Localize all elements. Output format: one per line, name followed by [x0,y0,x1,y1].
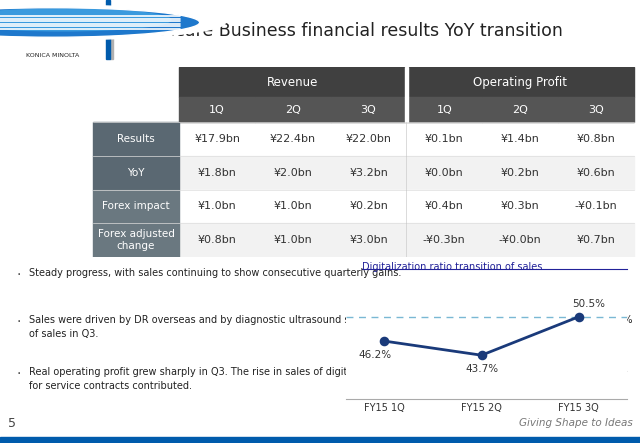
Bar [106,0,110,59]
Bar [558,97,634,122]
Bar [93,223,179,257]
Bar [406,67,634,97]
Circle shape [0,8,203,38]
Text: ¥1.0bn: ¥1.0bn [273,202,312,211]
Text: ¥1.0bn: ¥1.0bn [273,235,312,245]
Text: Revenue: Revenue [267,75,319,89]
Text: ¥0.1bn: ¥0.1bn [425,134,463,144]
Bar [93,156,179,190]
Bar [110,27,113,59]
Text: KONICA MINOLTA: KONICA MINOLTA [26,53,79,58]
Text: ¥0.8bn: ¥0.8bn [576,134,615,144]
Text: 2Q: 2Q [285,105,301,115]
Bar [93,122,179,156]
Text: ¥1.4bn: ¥1.4bn [500,134,540,144]
Text: ·: · [16,367,20,381]
Text: 46.2%: 46.2% [358,350,391,360]
Bar [405,67,408,97]
Bar [179,223,634,257]
Text: Steady progress, with sales continuing to show consecutive quarterly gains.: Steady progress, with sales continuing t… [29,268,401,278]
Bar [93,190,179,223]
Text: ¥0.0bn: ¥0.0bn [425,168,463,178]
Bar [405,97,408,122]
Text: ¥0.2bn: ¥0.2bn [500,168,540,178]
Circle shape [0,7,206,38]
Text: 1Q: 1Q [436,105,452,115]
Text: -¥0.1bn: -¥0.1bn [574,202,617,211]
Bar [331,97,406,122]
Text: ¥3.2bn: ¥3.2bn [349,168,388,178]
Text: Digitalization ratio transition of sales: Digitalization ratio transition of sales [362,261,542,272]
Text: 3Q: 3Q [588,105,604,115]
Bar [179,156,634,190]
Text: Forex impact: Forex impact [102,202,170,211]
Circle shape [0,8,193,37]
Circle shape [0,9,171,31]
Text: ·: · [16,315,20,329]
Circle shape [0,8,199,37]
Text: ¥2.0bn: ¥2.0bn [273,168,312,178]
Bar [482,97,558,122]
Text: ¥0.6bn: ¥0.6bn [577,168,615,178]
Point [573,313,584,320]
Circle shape [0,8,201,37]
Text: ¥22.4bn: ¥22.4bn [269,134,316,144]
Text: Sales were driven by DR overseas and by diagnostic ultrasound systems in Japan, : Sales were driven by DR overseas and by … [29,315,632,338]
Text: ¥0.8bn: ¥0.8bn [198,235,237,245]
Text: ¥0.3bn: ¥0.3bn [500,202,540,211]
Bar [255,97,331,122]
Text: Giving Shape to Ideas: Giving Shape to Ideas [518,418,632,428]
Text: 5: 5 [8,416,15,430]
Text: 3Q: 3Q [361,105,376,115]
Bar [179,190,634,223]
Text: ¥1.0bn: ¥1.0bn [198,202,236,211]
Wedge shape [0,5,225,40]
Text: Operating Profit: Operating Profit [473,75,567,89]
Text: 1Q: 1Q [209,105,225,115]
Text: Real operating profit grew sharply in Q3. The rise in sales of digital products : Real operating profit grew sharply in Q3… [29,367,627,391]
Text: ¥0.7bn: ¥0.7bn [576,235,615,245]
Text: ¥0.4bn: ¥0.4bn [425,202,464,211]
Text: YoY: YoY [127,168,145,178]
Bar [179,122,634,156]
Text: 50.5%: 50.5% [572,299,605,309]
Text: Results: Results [117,134,155,144]
Text: 43.7%: 43.7% [465,364,498,374]
Text: ¥3.0bn: ¥3.0bn [349,235,388,245]
Circle shape [0,8,191,36]
Circle shape [0,7,205,38]
Text: 2Q: 2Q [512,105,528,115]
Text: Forex adjusted
change: Forex adjusted change [97,229,175,251]
Text: ¥0.2bn: ¥0.2bn [349,202,388,211]
Text: -¥0.0bn: -¥0.0bn [499,235,541,245]
Bar [179,67,406,97]
Text: ¥17.9bn: ¥17.9bn [194,134,240,144]
Text: ·: · [16,268,20,282]
Bar [179,97,255,122]
Text: ¥1.8bn: ¥1.8bn [198,168,237,178]
Text: -¥0.3bn: -¥0.3bn [423,235,466,245]
Circle shape [0,8,195,37]
Text: Healthcare Business financial results YoY transition: Healthcare Business financial results Yo… [118,22,563,40]
Point [380,338,390,345]
Circle shape [0,8,197,37]
Bar [406,97,482,122]
Point [476,352,486,359]
Text: ¥22.0bn: ¥22.0bn [346,134,392,144]
Bar [0,437,640,443]
